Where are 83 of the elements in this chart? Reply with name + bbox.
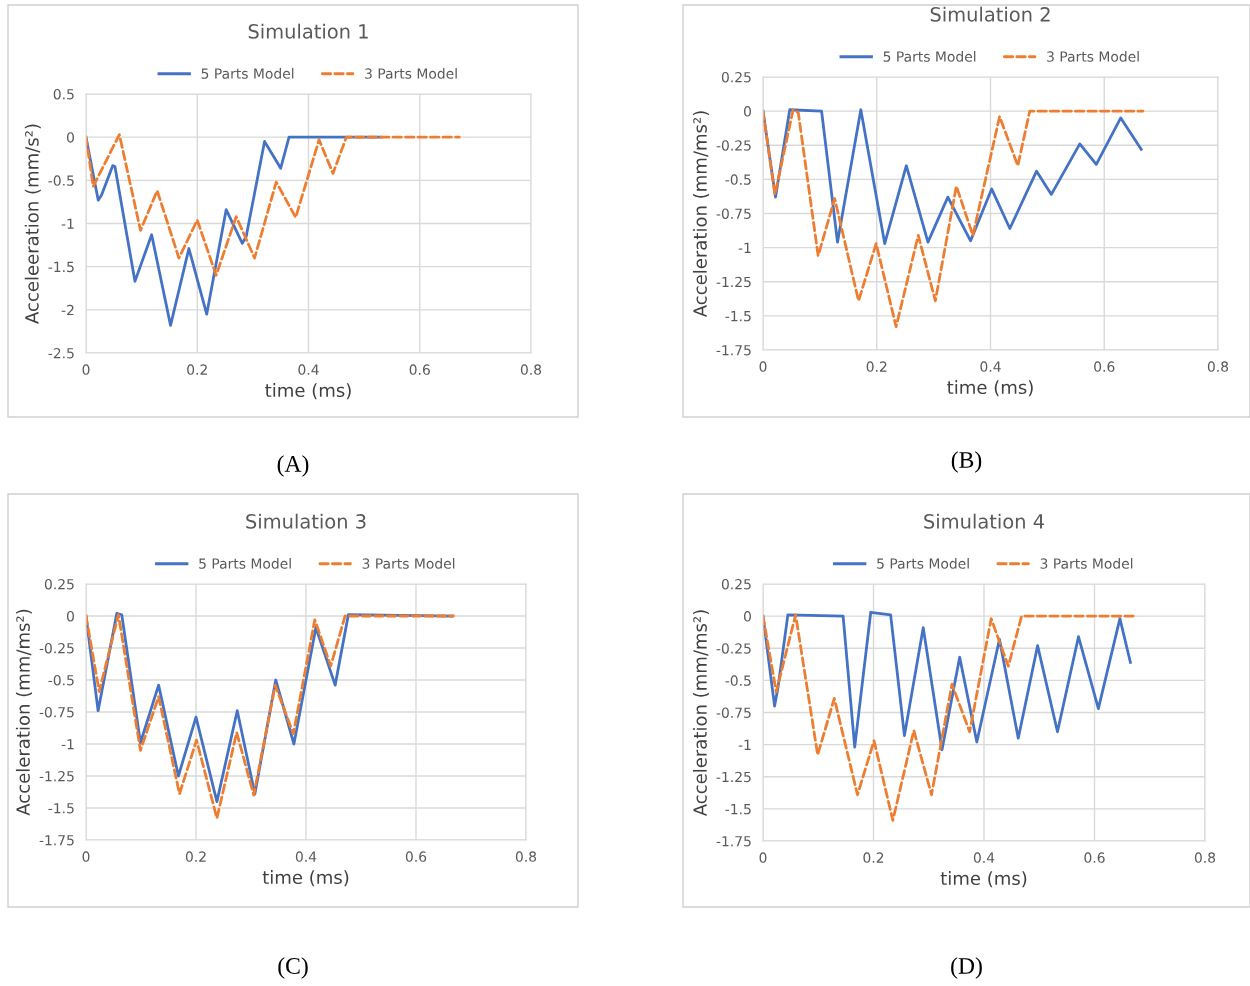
y-tick-label: -1	[61, 739, 74, 750]
y-axis-title: Acceleeration (mm/s²)	[24, 124, 41, 324]
x-tick-label: 0.6	[1084, 852, 1105, 863]
legend-label: 3 Parts Model	[1047, 51, 1139, 62]
y-tick-label: 0	[66, 132, 74, 143]
text: (B)	[951, 451, 982, 473]
y-tick-label: -1.5	[725, 311, 751, 322]
y-tick-label: 0	[66, 610, 74, 622]
x-tick-label: 0.6	[405, 851, 427, 862]
x-tick-label: 0.6	[409, 364, 430, 375]
x-tick-label: 0.4	[298, 364, 319, 375]
x-axis-title: time (ms)	[265, 383, 351, 400]
y-tick-label: -1.75	[716, 836, 751, 847]
x-tick-label: 0.2	[187, 364, 207, 375]
y-tick-label: -1.25	[716, 276, 751, 288]
y-tick-label: -1.25	[716, 771, 751, 783]
y-tick-label: 0	[743, 106, 751, 117]
legend-label: 3 Parts Model	[362, 558, 455, 569]
x-axis-title: time (ms)	[262, 870, 349, 887]
x-tick-label: 0	[82, 851, 90, 862]
y-tick-label: 0.5	[53, 88, 74, 100]
y-tick-label: -1.5	[48, 261, 74, 273]
legend-label: 5 Parts Model	[201, 68, 294, 79]
chart-title: Simulation 4	[924, 513, 1044, 529]
y-tick-label: -1	[61, 218, 74, 229]
x-axis-title: time (ms)	[947, 380, 1033, 397]
y-tick-label: -1.5	[48, 803, 74, 814]
x-tick-label: 0	[82, 364, 90, 375]
y-tick-label: -0.25	[716, 140, 751, 151]
y-tick-label: -2.5	[48, 347, 74, 359]
y-tick-label: -1.75	[716, 345, 751, 356]
x-tick-label: 0	[759, 361, 767, 372]
text: (C)	[278, 957, 308, 979]
y-tick-label: -0.5	[48, 175, 74, 186]
legend-label: 3 Parts Model	[365, 68, 457, 79]
chart-title: Simulation 3	[246, 513, 366, 529]
x-tick-label: 0.2	[185, 851, 206, 862]
y-tick-label: -1	[738, 739, 751, 750]
x-tick-label: 0.8	[515, 851, 537, 862]
y-tick-label: -0.5	[725, 675, 751, 686]
y-tick-label: -0.75	[716, 208, 751, 219]
x-tick-label: 0.8	[1194, 852, 1216, 863]
y-tick-label: -2	[61, 304, 74, 316]
line-series	[763, 108, 1145, 329]
y-tick-label: 0.25	[721, 578, 751, 590]
text: (D)	[951, 957, 982, 979]
x-axis-title: time (ms)	[940, 871, 1027, 888]
y-tick-label: -0.5	[48, 674, 74, 686]
line-series	[86, 133, 461, 277]
y-tick-label: -0.5	[725, 174, 751, 185]
x-tick-label: 0.8	[520, 364, 542, 375]
line-series	[86, 135, 383, 327]
y-axis-title: Acceleration (mm/ms²)	[692, 111, 710, 318]
x-tick-label: 0.2	[863, 852, 884, 863]
y-tick-label: -1.25	[39, 770, 74, 782]
y-axis-title: Acceleration (mm/ms²)	[692, 610, 710, 817]
legend-label: 5 Parts Model	[883, 51, 976, 62]
x-tick-label: 0.4	[295, 851, 317, 862]
x-tick-label: 0.8	[1207, 361, 1229, 372]
legend-label: 5 Parts Model	[199, 558, 291, 569]
y-tick-label: -1.5	[725, 804, 751, 815]
y-tick-label: -0.25	[716, 643, 751, 654]
y-tick-label: -0.75	[39, 706, 74, 718]
line-series	[763, 613, 1135, 822]
legend-label: 5 Parts Model	[877, 558, 969, 569]
line-series	[763, 610, 1132, 752]
chart-title: Simulation 1	[248, 23, 368, 39]
y-tick-label: -1.75	[39, 835, 74, 846]
x-tick-label: 0.2	[866, 361, 887, 372]
legend-label: 3 Parts Model	[1040, 558, 1133, 569]
x-tick-label: 0.4	[973, 852, 995, 863]
y-tick-label: 0.25	[721, 71, 751, 83]
x-tick-label: 0.6	[1094, 361, 1115, 372]
y-tick-label: -1	[738, 242, 751, 253]
chart-title: Simulation 2	[930, 6, 1050, 22]
x-tick-label: 0	[759, 852, 767, 863]
x-tick-label: 0.4	[980, 361, 1001, 372]
y-tick-label: 0	[743, 611, 751, 622]
y-tick-label: -0.75	[716, 707, 751, 718]
y-tick-label: -0.25	[39, 642, 74, 654]
y-axis-title: Acceleration (mm/ms²)	[15, 609, 33, 816]
y-tick-label: 0.25	[44, 578, 74, 590]
text: (A)	[277, 455, 309, 477]
